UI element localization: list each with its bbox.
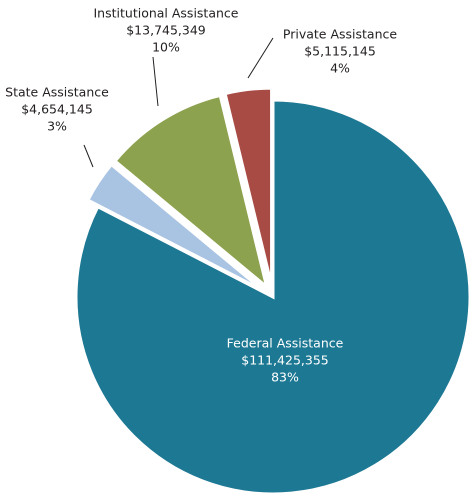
value-label: 83% bbox=[271, 370, 299, 385]
slice-label: Private Assistance bbox=[283, 27, 397, 42]
value-label: 3% bbox=[47, 119, 67, 134]
slice-label: Federal Assistance bbox=[227, 336, 344, 351]
pie-slice bbox=[223, 86, 274, 286]
leader-line bbox=[83, 144, 94, 168]
value-label: 10% bbox=[152, 40, 180, 55]
leader-lines bbox=[83, 37, 274, 168]
amount-label: $4,654,145 bbox=[21, 102, 93, 117]
amount-label: $111,425,355 bbox=[241, 353, 328, 368]
leader-line bbox=[247, 37, 274, 79]
slice-label: State Assistance bbox=[5, 85, 109, 100]
amount-label: $5,115,145 bbox=[304, 44, 376, 59]
pie-slice bbox=[85, 162, 264, 292]
leader-line bbox=[152, 56, 159, 107]
slice-label: Institutional Assistance bbox=[94, 6, 239, 21]
pie-slice bbox=[112, 93, 270, 291]
amount-label: $13,745,349 bbox=[126, 23, 206, 38]
pie-slice bbox=[74, 98, 470, 494]
value-label: 4% bbox=[330, 61, 350, 76]
